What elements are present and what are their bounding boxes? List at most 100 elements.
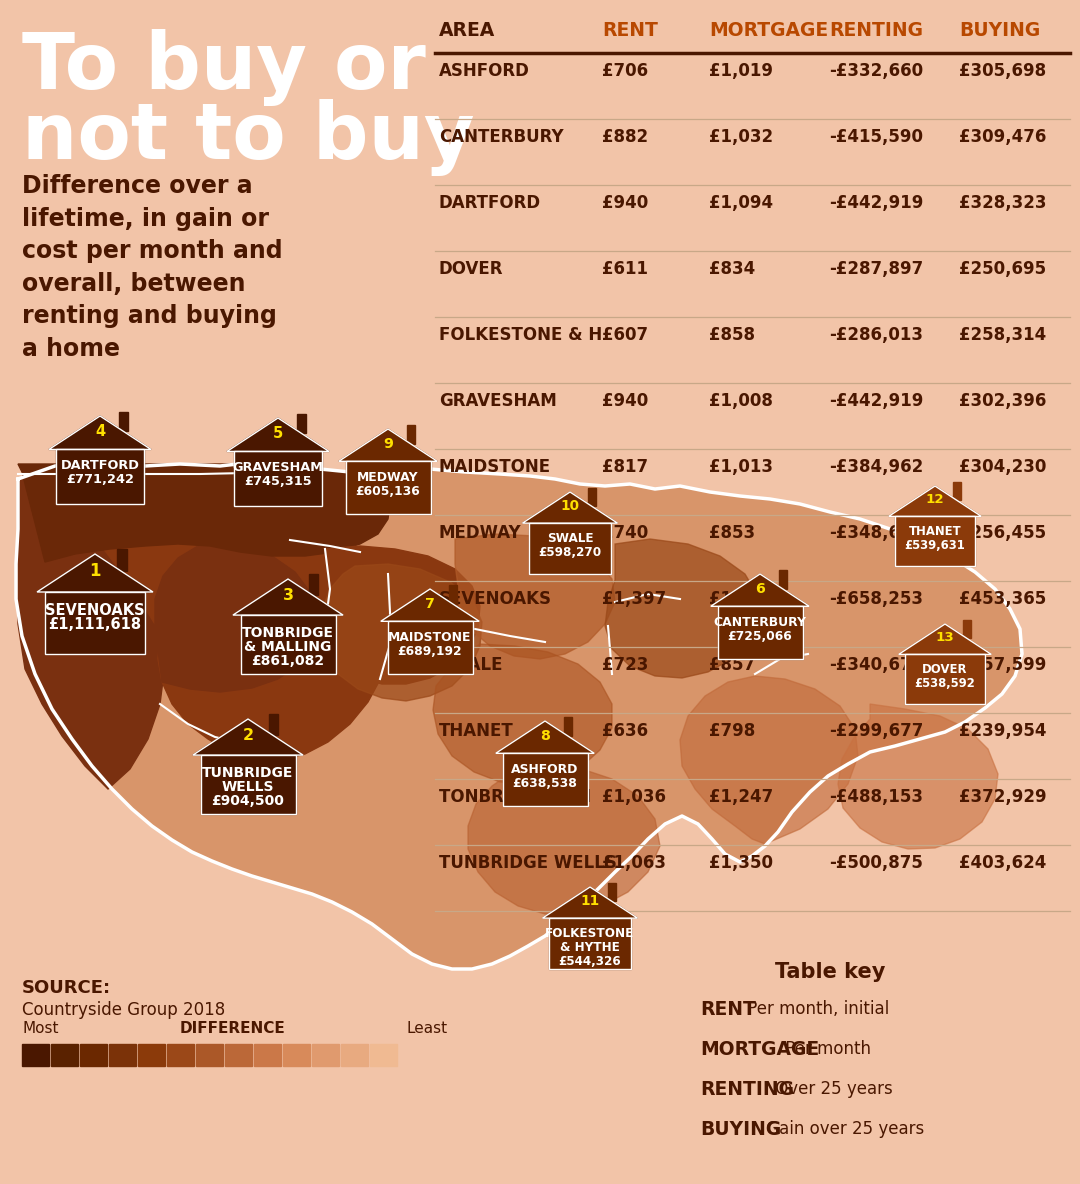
Polygon shape [711, 574, 809, 606]
Text: £723: £723 [602, 656, 648, 674]
Bar [953, 482, 960, 500]
Text: THANET: THANET [908, 526, 961, 539]
Polygon shape [18, 464, 390, 562]
Bar [201, 755, 296, 815]
Text: 8: 8 [540, 728, 550, 742]
Text: SEVENOAKS: SEVENOAKS [45, 603, 145, 618]
Text: £1,397: £1,397 [602, 590, 666, 609]
Text: -£299,677: -£299,677 [829, 722, 923, 740]
Bar [564, 716, 572, 735]
Bar [312, 1044, 339, 1066]
Text: £1,094: £1,094 [708, 194, 773, 212]
Bar [241, 616, 336, 674]
Text: TUNBRIDGE WELLS: TUNBRIDGE WELLS [438, 854, 617, 871]
Bar [234, 451, 322, 506]
Text: £256,455: £256,455 [959, 525, 1047, 542]
Text: £328,323: £328,323 [959, 194, 1047, 212]
Text: -£348,681: -£348,681 [829, 525, 923, 542]
Text: DARTFORD: DARTFORD [438, 194, 541, 212]
Text: & MALLING: & MALLING [244, 639, 332, 654]
Text: FOLKESTONE: FOLKESTONE [545, 927, 635, 940]
Bar [283, 1044, 310, 1066]
Text: MAIDSTONE: MAIDSTONE [388, 631, 472, 644]
Text: £372,929: £372,929 [959, 789, 1047, 806]
Bar [56, 450, 144, 504]
Text: -£442,919: -£442,919 [829, 392, 923, 410]
Bar [529, 523, 611, 574]
Text: MAIDSTONE: MAIDSTONE [438, 458, 551, 476]
Text: Countryside Group 2018: Countryside Group 2018 [22, 1000, 226, 1019]
Text: £611: £611 [602, 260, 648, 278]
Text: £636: £636 [602, 722, 648, 740]
Bar [45, 592, 145, 654]
Bar [370, 1044, 397, 1066]
Bar [448, 585, 457, 604]
Text: ASHFORD: ASHFORD [511, 762, 579, 776]
Text: DOVER: DOVER [922, 663, 968, 676]
Polygon shape [455, 534, 615, 659]
Text: 7: 7 [426, 597, 435, 611]
Text: £638,538: £638,538 [513, 777, 578, 790]
Polygon shape [37, 554, 153, 592]
Text: £258,314: £258,314 [959, 326, 1047, 345]
Polygon shape [542, 887, 637, 918]
Polygon shape [496, 721, 594, 753]
Bar [117, 549, 127, 571]
Text: 11: 11 [580, 894, 599, 908]
Bar [346, 462, 431, 514]
Text: DARTFORD: DARTFORD [60, 459, 139, 472]
Polygon shape [899, 624, 991, 655]
Text: £858: £858 [708, 326, 755, 345]
Text: -£340,671: -£340,671 [829, 656, 923, 674]
Bar [588, 488, 596, 506]
Text: £1,518: £1,518 [708, 590, 773, 609]
Text: RENT: RENT [700, 1000, 756, 1019]
Bar [297, 413, 306, 433]
Text: FOLKESTONE & H: FOLKESTONE & H [438, 326, 603, 345]
Bar [225, 1044, 252, 1066]
Bar [388, 622, 473, 674]
Text: MORTGAGE: MORTGAGE [700, 1040, 819, 1058]
Polygon shape [380, 588, 480, 622]
Text: 10: 10 [561, 498, 580, 513]
Bar [549, 918, 631, 969]
Text: £538,592: £538,592 [915, 677, 975, 690]
Text: £1,032: £1,032 [708, 128, 773, 146]
Text: £771,242: £771,242 [66, 474, 134, 487]
Polygon shape [889, 485, 982, 516]
Text: TONBRIDGE: TONBRIDGE [242, 625, 334, 639]
Text: -£332,660: -£332,660 [829, 62, 923, 81]
Text: £745,315: £745,315 [244, 475, 312, 488]
Text: £1,019: £1,019 [708, 62, 773, 81]
Text: THANET: THANET [438, 722, 514, 740]
Text: DIFFERENCE: DIFFERENCE [180, 1021, 286, 1036]
Bar [895, 516, 975, 566]
Text: MEDWAY: MEDWAY [438, 525, 522, 542]
Text: GRAVESHAM: GRAVESHAM [438, 392, 557, 410]
Text: -£442,919: -£442,919 [829, 194, 923, 212]
Polygon shape [100, 534, 390, 760]
Text: £706: £706 [602, 62, 648, 81]
Polygon shape [320, 564, 482, 701]
Bar [309, 574, 319, 596]
Text: -£287,897: -£287,897 [829, 260, 923, 278]
Polygon shape [318, 546, 480, 684]
Text: £725,066: £725,066 [728, 630, 793, 643]
Text: £940: £940 [602, 392, 648, 410]
Text: DOVER: DOVER [438, 260, 503, 278]
Polygon shape [680, 676, 858, 844]
Bar [234, 451, 322, 506]
Text: RENTING: RENTING [829, 21, 923, 40]
Bar [0, 0, 420, 453]
Text: 12: 12 [926, 494, 944, 507]
Polygon shape [339, 429, 437, 462]
Text: £904,500: £904,500 [212, 793, 284, 807]
Text: £305,698: £305,698 [959, 62, 1047, 81]
Text: 4: 4 [95, 424, 105, 438]
Polygon shape [193, 719, 303, 755]
Text: £1,013: £1,013 [708, 458, 773, 476]
Text: AREA: AREA [438, 21, 496, 40]
Text: RENTING: RENTING [700, 1080, 794, 1099]
Text: Over 25 years: Over 25 years [770, 1080, 893, 1098]
Text: 9: 9 [383, 437, 393, 451]
